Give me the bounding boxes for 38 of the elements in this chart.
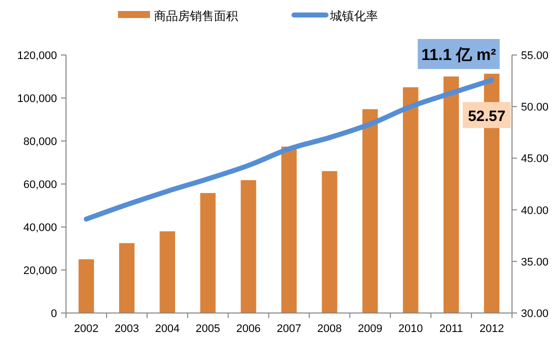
y-tick-label: 20,000 <box>23 265 57 277</box>
bar <box>160 231 176 313</box>
x-tick-label: 2003 <box>114 323 140 335</box>
bar <box>240 180 256 313</box>
x-tick-label: 2009 <box>358 323 382 335</box>
y2-tick-label: 50.00 <box>521 102 549 114</box>
bar <box>281 146 297 313</box>
y-tick-label: 60,000 <box>23 179 57 191</box>
bar <box>402 87 418 313</box>
bar <box>443 76 459 313</box>
y2-tick-label: 40.00 <box>521 204 549 217</box>
legend-label: 城镇化率 <box>329 9 378 23</box>
y2-tick-label: 45.00 <box>521 153 549 166</box>
y-tick-label: 40,000 <box>23 222 57 234</box>
y-tick-label: 0 <box>50 308 57 320</box>
x-tick-label: 2010 <box>398 323 423 335</box>
bar <box>119 243 135 313</box>
y-tick-label: 120,000 <box>17 50 57 62</box>
legend-label: 商品房销售面积 <box>154 9 238 23</box>
y-tick-label: 80,000 <box>23 136 57 148</box>
bar <box>78 259 94 313</box>
x-tick-label: 2007 <box>276 323 302 335</box>
x-tick-label: 2011 <box>439 323 464 335</box>
y-tick-label: 100,000 <box>17 93 57 105</box>
bar <box>322 171 338 313</box>
x-tick-label: 2008 <box>317 323 342 335</box>
y2-tick-label: 35.00 <box>521 256 549 268</box>
y2-tick-label: 55.00 <box>521 50 549 62</box>
annotation: 11.1 亿 m² <box>421 46 496 64</box>
data-label: 52.57 <box>468 108 506 126</box>
bar <box>362 109 378 313</box>
bar <box>200 193 216 313</box>
x-tick-label: 2004 <box>155 323 180 335</box>
x-tick-label: 2012 <box>479 323 504 335</box>
y2-tick-label: 30.00 <box>521 308 549 320</box>
x-tick-label: 2005 <box>196 323 220 335</box>
x-tick-label: 2006 <box>236 323 261 335</box>
x-tick-label: 2002 <box>74 323 99 335</box>
